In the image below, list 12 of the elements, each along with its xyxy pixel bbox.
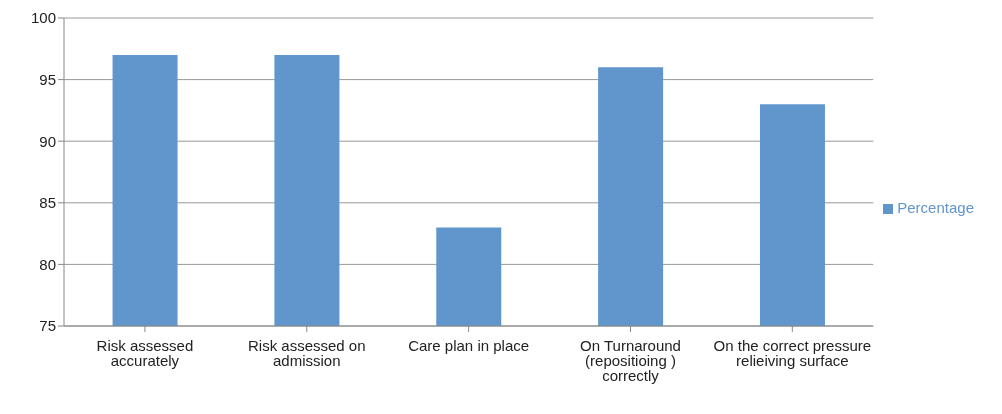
x-tick-label: Risk assessed on admission [248,336,366,369]
y-tick-label: 80 [39,255,56,273]
legend-label: Percentage [897,198,974,216]
y-tick-label: 75 [39,317,56,335]
x-tick-label: On Turnaround (repositioing ) correctly [580,336,681,384]
y-tick-label: 100 [30,9,56,27]
x-tick-label: On the correct pressure relieiving surface [713,336,872,369]
y-tick-label: 95 [39,70,56,88]
x-tick-label: Care plan in place [408,336,530,354]
y-tick-label: 90 [39,132,56,150]
y-tick-label: 85 [39,194,56,212]
x-tick-label: Risk assessed accurately [96,336,194,369]
